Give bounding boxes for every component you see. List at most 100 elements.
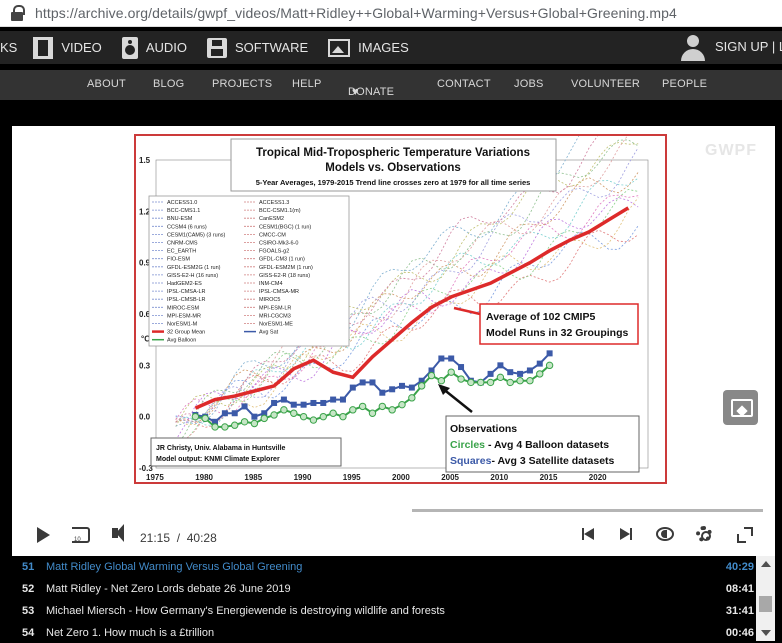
satellite-point [379,389,386,396]
playlist-item-duration: 00:46 [725,627,754,639]
subnav-help[interactable]: HELP [292,78,322,90]
playlist-item-title: Michael Miersch - How Germany's Energiew… [46,605,445,617]
playlist-item[interactable]: 51 Matt Ridley Global Warming Versus Glob… [12,556,756,577]
watermark: GWPF [705,142,757,159]
legend-entry: MPI-ESM-LR [259,305,291,311]
subnav-projects[interactable]: PROJECTS [212,78,273,90]
subnav-people[interactable]: PEOPLE [662,78,708,90]
nav-item-books[interactable]: KS [0,40,18,55]
playlist-item-title: Net Zero 1. How much is a £trillion [46,627,215,639]
legend-entry: Avg Balloon [167,338,196,344]
balloon-point [358,402,367,411]
legend-entry: FGOALS-g2 [259,249,289,255]
balloon-point [309,416,318,424]
balloon-point [191,412,200,421]
user-icon[interactable] [680,33,706,63]
balloon-point [339,412,347,421]
time-display: 21:15 / 40:28 [140,531,217,545]
legend-entry: IPSL-CMSB-LR [167,297,206,303]
nav-item-video[interactable]: VIDEO [33,36,102,59]
subnav-contact[interactable]: CONTACT [437,78,491,90]
playlist-item[interactable]: 52 Matt Ridley - Net Zero Lords debate 26… [12,578,756,599]
legend-entry: CanESM2 [259,216,284,222]
fullscreen-icon[interactable] [737,527,753,543]
playlist-item[interactable]: 54 Net Zero 1. How much is a £trillion 00:… [12,622,756,643]
y-tick-label: -0.3 [139,464,153,473]
balloon-point [201,414,209,423]
balloon-point [408,394,416,402]
satellite-point [418,377,425,384]
satellite-point [448,355,455,362]
subnav-volunteer[interactable]: VOLUNTEER [571,78,641,90]
balloon-point [221,423,229,431]
play-icon[interactable] [37,527,50,543]
cast-icon[interactable] [723,390,758,425]
playlist-scrollbar[interactable] [756,556,775,641]
model-run-line [175,197,639,425]
obs-squares-label: Squares- Avg 3 Satellite datasets [450,455,615,467]
balloon-point [211,423,219,431]
nav-item-images[interactable]: IMAGES [328,38,409,57]
playlist: 51 Matt Ridley Global Warming Versus Glob… [12,556,756,641]
balloon-point [457,375,465,383]
model-run-line [175,126,635,423]
satellite-point [290,401,297,408]
control-bar: 21:15 / 40:28 [12,512,775,556]
playlist-item-number: 51 [22,561,35,573]
url-text[interactable]: https://archive.org/details/gwpf_videos/… [35,5,677,21]
balloon-point [280,406,288,414]
theater-mode-icon[interactable] [656,527,674,541]
nav-item-software[interactable]: SOFTWARE [206,37,308,58]
signup-link[interactable]: SIGN UP | L [715,39,782,54]
model-run-line [175,197,639,441]
x-tick-label: 2000 [392,473,410,482]
chart-note: 5-Year Averages, 1979-2015 Trend line cr… [256,178,531,187]
satellite-point [497,362,504,369]
balloon-point [398,400,406,409]
balloon-point [378,402,387,411]
model-run-line [175,172,639,423]
y-tick-label: 0.9 [139,259,151,268]
playlist-item[interactable]: 53 Michael Miersch - How Germany's Energi… [12,600,756,621]
legend-entry: MRI-CGCM3 [259,313,291,319]
satellite-point [261,410,268,417]
image-icon [328,38,351,57]
video-player[interactable]: 1.5 1.2 0.9 0.6 0.3 0.0 -0.3 °C 1975 1980 1985 1990… [12,126,775,556]
address-bar[interactable]: https://archive.org/details/gwpf_videos/… [0,0,782,27]
subnav-blog[interactable]: BLOG [153,78,185,90]
rewind-10-icon[interactable] [72,527,90,543]
nav-item-audio[interactable]: AUDIO [121,36,187,59]
playlist-item-number: 53 [22,605,35,617]
satellite-point [546,350,553,357]
floppy-disk-icon [206,37,227,58]
y-axis-label: °C [141,335,150,344]
satellite-point [320,399,327,406]
scroll-down-icon[interactable] [761,630,771,636]
satellite-point [517,370,524,377]
scroll-up-icon[interactable] [761,561,771,567]
subnav-jobs[interactable]: JOBS [514,78,544,90]
satellite-point [438,355,445,362]
balloon-point [349,406,357,414]
legend-entry: ACCESS1.0 [167,200,197,206]
satellite-point [507,369,514,376]
model-annotation-line: Model Runs in 32 Groupings [486,327,629,339]
satellite-point [389,386,396,393]
legend-entry: GFDL-ESM2G (1 run) [167,265,221,271]
satellite-point [408,384,415,391]
volume-icon[interactable] [112,524,124,542]
x-tick-label: 1985 [244,473,262,482]
gear-icon[interactable] [696,526,712,542]
playlist-item-title: Matt Ridley - Net Zero Lords debate 26 J… [46,583,291,595]
satellite-point [300,401,307,408]
next-track-icon[interactable] [620,528,632,540]
subnav-about[interactable]: ABOUT [87,78,126,90]
balloon-point [437,377,446,385]
scroll-thumb[interactable] [759,596,772,612]
x-tick-label: 2015 [540,473,558,482]
balloon-point [427,371,436,380]
balloon-point [250,419,259,428]
previous-track-icon[interactable] [582,528,594,540]
balloon-point [319,412,327,421]
progress-bar[interactable] [24,509,763,512]
